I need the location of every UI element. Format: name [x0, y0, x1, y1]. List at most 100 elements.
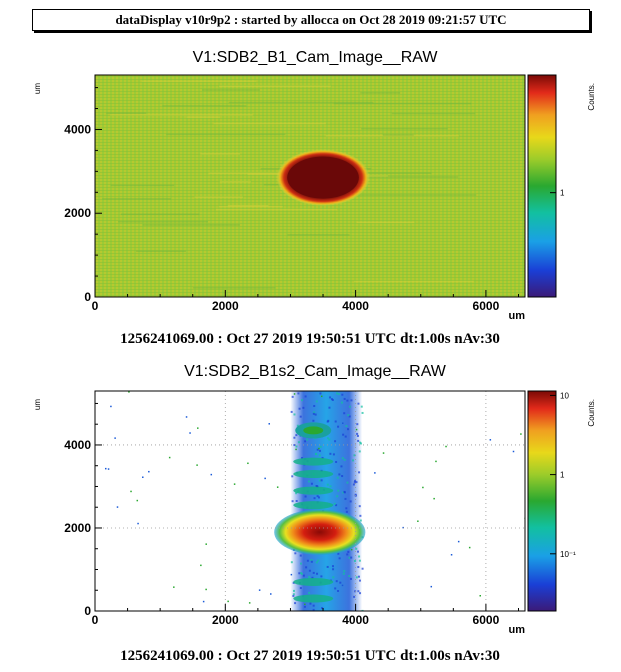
- band-speckle: [344, 497, 347, 500]
- band-speckle: [342, 433, 345, 436]
- band-speckle: [309, 602, 312, 605]
- main-spot: [274, 509, 366, 555]
- noise-point: [350, 548, 353, 551]
- colorbar: [527, 74, 557, 298]
- band-speckle: [343, 397, 346, 400]
- noise-point: [173, 586, 175, 588]
- band-speckle: [326, 565, 329, 568]
- heatmap-streak: [202, 89, 260, 91]
- band-speckle: [358, 471, 361, 474]
- noise-point: [110, 405, 112, 408]
- band-speckle: [345, 507, 348, 510]
- fringe: [293, 457, 334, 466]
- band-speckle: [342, 491, 345, 494]
- band-speckle: [342, 572, 345, 575]
- band-speckle: [340, 465, 343, 468]
- band-speckle: [326, 437, 329, 440]
- colorbar-label: Counts.: [587, 399, 596, 427]
- band-speckle: [348, 405, 351, 408]
- noise-point: [320, 395, 323, 398]
- band-speckle: [291, 500, 294, 503]
- noise-point: [227, 600, 229, 603]
- band-speckle: [321, 607, 324, 610]
- band-speckle: [328, 406, 331, 409]
- noise-point: [435, 460, 437, 463]
- band-speckle: [304, 395, 307, 398]
- band-speckle: [299, 415, 302, 418]
- noise-point: [128, 391, 130, 393]
- heatmap-streak: [218, 205, 283, 208]
- band-speckle: [348, 415, 351, 418]
- plot-frame: [94, 390, 526, 612]
- bottom-chart-panel: V1:SDB2_B1s2_Cam_Image__RAW 0 2000 4000 6000…: [33, 363, 596, 664]
- band-speckle: [298, 572, 301, 575]
- x-tick-label: 4000: [342, 299, 369, 313]
- band-speckle: [316, 448, 319, 451]
- colorbar-label: Counts.: [587, 83, 596, 111]
- band-speckle: [301, 399, 304, 402]
- heatmap-streak: [141, 80, 257, 82]
- band-speckle: [359, 592, 362, 595]
- band-speckle: [347, 428, 350, 431]
- heatmap-streak: [162, 105, 247, 107]
- band-speckle: [336, 392, 339, 395]
- band-speckle: [318, 449, 321, 452]
- noise-point: [355, 428, 358, 431]
- noise-point: [293, 393, 296, 395]
- x-tick-label: 0: [92, 613, 99, 627]
- band-speckle: [346, 553, 349, 556]
- band-speckle: [334, 440, 337, 443]
- band-speckle: [321, 456, 324, 459]
- band-speckle: [353, 559, 356, 562]
- band-speckle: [343, 458, 346, 461]
- noise-point: [189, 432, 191, 434]
- noise-point: [417, 520, 419, 522]
- band-speckle: [295, 445, 298, 448]
- band-speckle: [312, 608, 315, 611]
- band-speckle: [300, 572, 303, 575]
- noise-point: [233, 483, 236, 485]
- band-speckle: [291, 395, 294, 398]
- band-speckle: [312, 412, 315, 415]
- band-speckle: [314, 413, 317, 416]
- heatmap-streak: [356, 221, 415, 224]
- band-speckle: [316, 572, 319, 575]
- band-speckle: [353, 481, 356, 484]
- band-speckle: [356, 423, 359, 426]
- band-speckle: [341, 457, 344, 460]
- noise-point: [130, 490, 132, 493]
- heatmap-streak: [192, 287, 276, 289]
- noise-point: [200, 564, 202, 567]
- band-speckle: [315, 452, 318, 455]
- x-tick-label: 6000: [473, 613, 500, 627]
- band-speckle: [319, 445, 322, 448]
- band-speckle: [341, 393, 344, 396]
- band-speckle: [358, 559, 361, 562]
- band-speckle: [360, 405, 363, 408]
- noise-point: [290, 573, 293, 576]
- band-speckle: [337, 393, 340, 396]
- heatmap-area: [95, 391, 525, 611]
- band-speckle: [349, 577, 352, 580]
- noise-point: [479, 594, 481, 597]
- heatmap-streak: [357, 176, 459, 178]
- heatmap-streak: [200, 153, 240, 155]
- noise-point: [210, 473, 213, 476]
- band-speckle: [293, 413, 296, 416]
- band-speckle: [293, 444, 296, 447]
- band-speckle: [335, 504, 338, 507]
- band-speckle: [292, 593, 295, 596]
- band-speckle: [334, 420, 337, 423]
- band-speckle: [297, 392, 300, 395]
- y-axis-label: um: [33, 83, 42, 94]
- noise-point: [268, 423, 271, 425]
- noise-point: [116, 506, 119, 508]
- band-speckle: [332, 576, 335, 579]
- band-speckle: [347, 414, 350, 417]
- band-speckle: [298, 407, 301, 410]
- band-speckle: [334, 587, 337, 590]
- heatmap-streak: [219, 85, 331, 88]
- band-speckle: [357, 575, 360, 578]
- band-speckle: [320, 479, 323, 482]
- heatmap-streak: [186, 116, 221, 118]
